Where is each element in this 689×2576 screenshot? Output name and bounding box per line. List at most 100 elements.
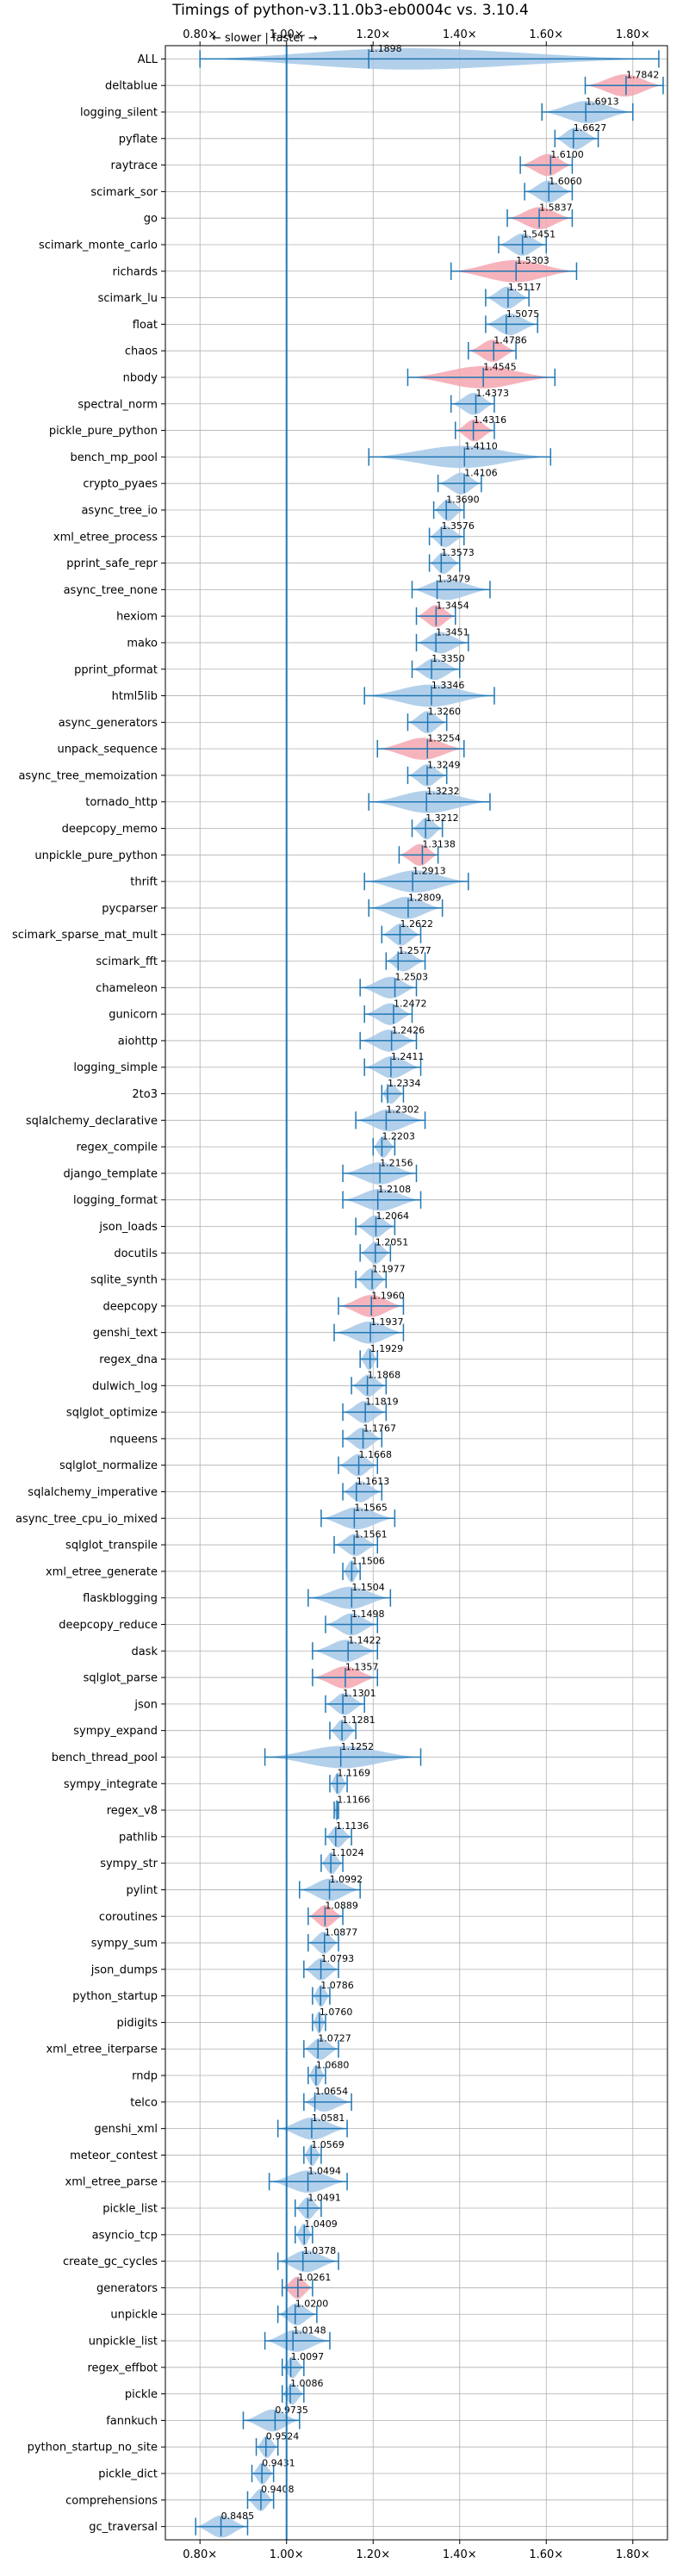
benchmark-row: scimark_sor 1.6060 — [90, 176, 582, 203]
benchmark-row: json_loads 1.2064 — [98, 1210, 409, 1238]
value-label: 1.1868 — [368, 1370, 401, 1381]
value-label: 1.3260 — [428, 706, 462, 718]
value-label: 1.1767 — [363, 1422, 397, 1434]
benchmark-row: docutils 1.2051 — [114, 1237, 408, 1265]
y-tick-label: sqlalchemy_declarative — [26, 1115, 158, 1128]
value-label: 1.2913 — [413, 866, 446, 877]
y-tick-label: regex_dna — [99, 1353, 158, 1366]
value-label: 1.5837 — [539, 202, 573, 214]
benchmark-row: async_tree_memoization 1.3249 — [18, 759, 461, 787]
benchmark-row: asyncio_tcp 1.0409 — [92, 2218, 338, 2246]
value-label: 1.4373 — [476, 388, 510, 399]
y-tick-label: sympy_str — [100, 1857, 158, 1870]
value-label: 1.2064 — [376, 1210, 409, 1222]
y-tick-label: pylint — [126, 1884, 158, 1897]
y-tick-label: pprint_pformat — [74, 663, 158, 676]
value-label: 1.0261 — [298, 2272, 332, 2283]
y-tick-label: rndp — [132, 2070, 158, 2083]
y-tick-label: xml_etree_parse — [65, 2176, 158, 2189]
y-tick-label: telco — [130, 2096, 158, 2109]
value-label: 1.3451 — [436, 626, 469, 638]
x-tick-label-top: 1.40× — [443, 28, 477, 41]
benchmark-row: unpack_sequence 1.3254 — [57, 733, 465, 760]
y-tick-label: aiohttp — [118, 1035, 158, 1048]
benchmark-row: regex_effbot 1.0097 — [87, 2351, 324, 2379]
y-tick-label: async_tree_cpu_io_mixed — [16, 1513, 158, 1526]
y-tick-label: async_tree_io — [81, 504, 158, 517]
value-label: 1.2503 — [395, 972, 429, 983]
benchmark-row: nbody 1.4545 — [123, 361, 556, 389]
value-label: 1.3138 — [422, 839, 455, 850]
value-label: 1.0793 — [321, 1953, 355, 1964]
value-label: 1.1565 — [354, 1503, 388, 1514]
y-tick-label: bench_thread_pool — [52, 1752, 158, 1764]
benchmark-row: pickle 1.0086 — [125, 2378, 324, 2405]
benchmark-row: sqlglot_optimize 1.1819 — [66, 1396, 399, 1423]
benchmark-row: scimark_fft 1.2577 — [96, 945, 431, 972]
value-label: 1.3212 — [425, 812, 458, 824]
value-label: 1.3350 — [431, 653, 465, 664]
value-label: 1.0877 — [325, 1926, 358, 1938]
y-tick-label: pyflate — [119, 133, 158, 146]
y-tick-label: regex_v8 — [107, 1805, 158, 1818]
value-label: 1.3576 — [441, 520, 475, 532]
benchmark-row: xml_etree_process 1.3576 — [53, 520, 475, 547]
value-label: 1.1977 — [372, 1263, 406, 1274]
benchmark-row: nqueens 1.1767 — [109, 1422, 396, 1450]
value-label: 1.1357 — [345, 1661, 379, 1672]
y-tick-label: docutils — [114, 1248, 158, 1260]
benchmark-row: sympy_integrate 1.1169 — [64, 1768, 370, 1795]
value-label: 1.1422 — [348, 1635, 382, 1646]
y-tick-label: go — [144, 213, 158, 226]
y-tick-label: xml_etree_generate — [46, 1565, 158, 1578]
benchmark-rows: ALL 1.1898 deltablue 1.7842 logging_silent 1.… — [12, 43, 664, 2538]
benchmark-row: python_startup_no_site 0.9524 — [28, 2431, 299, 2458]
y-tick-label: deltablue — [105, 80, 158, 93]
benchmark-row: pprint_safe_repr 1.3573 — [66, 547, 475, 575]
direction-note: ← slower | faster → — [212, 32, 318, 45]
value-label: 1.6627 — [574, 122, 607, 134]
y-tick-label: nqueens — [109, 1433, 158, 1446]
benchmark-row: fannkuch 0.9735 — [106, 2405, 308, 2432]
benchmark-row: hexiom 1.3454 — [116, 600, 469, 628]
y-tick-label: xml_etree_iterparse — [46, 2044, 158, 2056]
value-label: 1.5451 — [523, 228, 556, 240]
y-tick-label: pathlib — [119, 1831, 158, 1844]
y-tick-label: logging_format — [73, 1194, 158, 1207]
benchmark-row: 2to3 1.2334 — [132, 1078, 421, 1104]
y-tick-label: dulwich_log — [92, 1380, 158, 1393]
benchmark-row: bench_thread_pool 1.1252 — [52, 1741, 422, 1769]
y-tick-label: json_dumps — [90, 1963, 158, 1976]
grid-lines — [165, 46, 667, 2540]
benchmark-row: json_dumps 1.0793 — [90, 1953, 354, 1981]
y-tick-label: pickle_pure_python — [49, 425, 158, 438]
value-label: 1.4786 — [493, 335, 527, 346]
benchmark-row: xml_etree_parse 1.0494 — [65, 2166, 348, 2193]
y-tick-label: async_tree_memoization — [18, 769, 158, 782]
value-label: 1.2622 — [400, 918, 434, 930]
y-tick-label: richards — [113, 265, 158, 278]
value-label: 1.0494 — [308, 2166, 342, 2177]
y-tick-label: sympy_sum — [91, 1938, 158, 1951]
y-tick-label: sqlglot_optimize — [66, 1407, 158, 1420]
y-tick-label: crypto_pyaes — [83, 478, 158, 491]
y-tick-label: dask — [131, 1646, 158, 1658]
benchmark-row: genshi_xml 1.0581 — [94, 2112, 348, 2140]
y-tick-label: unpickle_pure_python — [34, 849, 158, 862]
value-label: 1.0569 — [311, 2139, 344, 2150]
value-label: 1.0086 — [290, 2378, 324, 2389]
value-label: 1.2108 — [378, 1184, 412, 1195]
benchmark-row: gunicorn 1.2472 — [109, 998, 426, 1025]
y-tick-label: logging_simple — [73, 1061, 158, 1074]
benchmark-row: telco 1.0654 — [130, 2086, 352, 2112]
y-tick-label: sqlglot_parse — [84, 1672, 158, 1685]
benchmark-row: xml_etree_generate 1.1506 — [46, 1555, 385, 1583]
benchmark-row: tornado_http 1.3232 — [85, 786, 491, 813]
y-tick-label: sqlalchemy_imperative — [28, 1486, 158, 1499]
benchmark-row: pyflate 1.6627 — [119, 122, 607, 150]
benchmark-row: deepcopy_memo 1.3212 — [62, 812, 459, 840]
y-tick-label: gunicorn — [109, 1009, 158, 1022]
value-label: 1.4316 — [474, 414, 507, 426]
y-tick-label: scimark_monte_carlo — [39, 239, 158, 252]
